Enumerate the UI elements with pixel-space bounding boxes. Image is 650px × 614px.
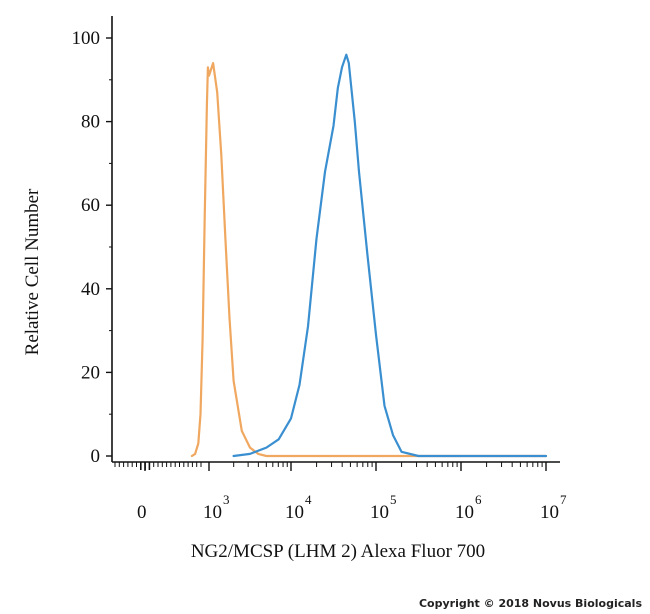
x-axis-title: NG2/MCSP (LHM 2) Alexa Fluor 700 [191, 541, 485, 562]
y-tick-label: 0 [91, 446, 101, 467]
x-tick-exponent: 5 [390, 492, 397, 507]
series-layer [190, 53, 548, 458]
y-tick-label: 40 [81, 279, 100, 300]
series-line-2 [232, 53, 548, 458]
x-tick-label: 10 [455, 502, 474, 523]
series-line-1 [190, 61, 548, 458]
y-tick-label: 80 [81, 112, 100, 133]
x-tick-label: 10 [203, 502, 222, 523]
y-axis-title: Relative Cell Number [22, 188, 43, 355]
y-tick-label: 100 [72, 28, 101, 49]
x-tick-label: 10 [540, 502, 559, 523]
copyright-notice: Copyright © 2018 Novus Biologicals [419, 597, 642, 610]
x-tick-exponent: 6 [475, 492, 482, 507]
x-tick-label: 10 [285, 502, 304, 523]
x-tick-label: 10 [370, 502, 389, 523]
y-tick-label: 60 [81, 195, 100, 216]
y-tick-label: 20 [81, 362, 100, 383]
x-tick-exponent: 3 [223, 492, 230, 507]
x-tick-label: 0 [137, 502, 147, 523]
x-tick-exponent: 7 [560, 492, 567, 507]
x-tick-exponent: 4 [305, 492, 312, 507]
